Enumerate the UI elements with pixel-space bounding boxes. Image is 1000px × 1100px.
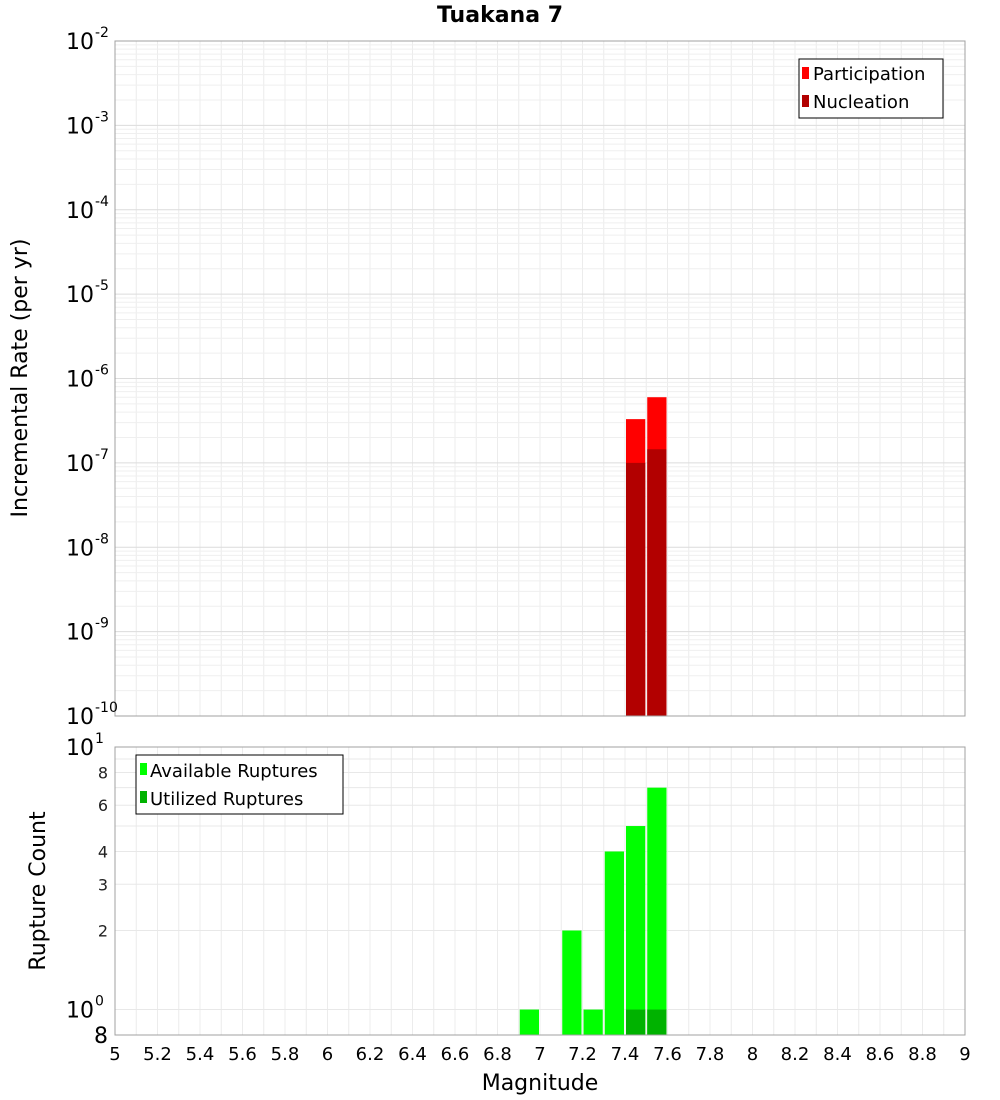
magnitude-tick-label: 7.8 <box>696 1044 725 1065</box>
magnitude-tick-label: 8.8 <box>908 1044 937 1065</box>
available-ruptures-bar <box>626 826 646 1035</box>
magnitude-tick-label: 8.4 <box>823 1044 852 1065</box>
available-ruptures-bar <box>604 851 624 1035</box>
magnitude-tick-label: 6.2 <box>356 1044 385 1065</box>
available-legend-swatch <box>140 763 147 775</box>
magnitude-tick-label: 9 <box>959 1044 970 1065</box>
magnitude-tick-label: 7.4 <box>611 1044 640 1065</box>
rate-legend-box <box>798 58 944 119</box>
available-ruptures-bar <box>583 1009 603 1035</box>
rate-y-tick-label: 10 <box>66 199 94 224</box>
count-y-tick-exponent: 1 <box>95 731 104 747</box>
magnitude-tick-label: 5.6 <box>228 1044 257 1065</box>
utilized-ruptures-bar <box>647 1009 667 1035</box>
rate-y-tick-exponent: -3 <box>95 109 109 125</box>
rate-legend: Participation Nucleation <box>798 58 944 119</box>
chart-title: Tuakana 7 <box>437 3 563 28</box>
count-y-minor-tick-label: 2 <box>98 922 108 941</box>
count-y-bottom-tick-label: 8 <box>94 1024 108 1049</box>
count-legend: Available Ruptures Utilized Ruptures <box>135 754 344 815</box>
available-ruptures-bar <box>647 787 667 1035</box>
nucleation-legend-swatch <box>802 95 809 107</box>
count-y-tick-exponent: 0 <box>95 994 104 1010</box>
magnitude-tick-label: 6 <box>322 1044 333 1065</box>
magnitude-tick-label: 5 <box>109 1044 120 1065</box>
magnitude-tick-label: 7.2 <box>568 1044 597 1065</box>
rate-y-tick-exponent: -4 <box>95 194 109 210</box>
count-plot-bars <box>519 787 667 1035</box>
rate-y-tick-label: 10 <box>66 30 94 55</box>
magnitude-tick-label: 6.4 <box>398 1044 427 1065</box>
magnitude-tick-label: 5.2 <box>143 1044 172 1065</box>
utilized-ruptures-bar <box>626 1009 646 1035</box>
rate-y-tick-exponent: -2 <box>95 25 109 41</box>
magnitude-tick-label: 7 <box>534 1044 545 1065</box>
rate-y-tick-label: 10 <box>66 283 94 308</box>
rate-y-tick-exponent: -5 <box>95 278 109 294</box>
rate-y-axis-label: Incremental Rate (per yr) <box>8 239 33 518</box>
count-y-minor-tick-label: 3 <box>98 875 108 894</box>
magnitude-tick-label: 5.4 <box>186 1044 215 1065</box>
rate-y-tick-exponent: -10 <box>95 700 118 716</box>
available-ruptures-bar <box>519 1009 539 1035</box>
count-legend-box <box>135 754 344 815</box>
magnitude-tick-label: 6.6 <box>441 1044 470 1065</box>
count-y-minor-tick-label: 6 <box>98 796 108 815</box>
rate-y-tick-label: 10 <box>66 452 94 477</box>
rate-plot-bars <box>626 397 667 716</box>
available-ruptures-bar <box>562 930 582 1035</box>
count-y-tick-label: 10 <box>66 999 94 1024</box>
rate-y-tick-exponent: -7 <box>95 447 109 463</box>
utilized-legend-label: Utilized Ruptures <box>150 789 303 810</box>
count-y-minor-tick-label: 8 <box>98 763 108 782</box>
count-y-axis-label: Rupture Count <box>26 811 51 971</box>
rate-y-tick-label: 10 <box>66 368 94 393</box>
count-y-minor-tick-label: 4 <box>98 842 108 861</box>
magnitude-tick-label: 6.8 <box>483 1044 512 1065</box>
rate-y-tick-label: 10 <box>66 621 94 646</box>
nucleation-legend-label: Nucleation <box>813 92 909 113</box>
rate-y-tick-label: 10 <box>66 705 94 730</box>
magnitude-tick-label: 8 <box>747 1044 758 1065</box>
magnitude-tick-label: 8.6 <box>866 1044 895 1065</box>
magnitude-tick-label: 7.6 <box>653 1044 682 1065</box>
magnitude-tick-label: 5.8 <box>271 1044 300 1065</box>
rate-plot-frame <box>114 40 966 717</box>
magnitude-tick-label: 8.2 <box>781 1044 810 1065</box>
count-plot-frame <box>114 746 966 1036</box>
rate-y-tick-label: 10 <box>66 536 94 561</box>
rate-y-tick-exponent: -6 <box>95 363 109 379</box>
count-y-tick-label: 10 <box>66 736 94 761</box>
rate-plot-grid <box>114 41 966 717</box>
nucleation-bar <box>647 449 667 716</box>
participation-legend-swatch <box>802 67 809 79</box>
utilized-legend-swatch <box>140 791 147 803</box>
rate-y-tick-exponent: -8 <box>95 531 109 547</box>
nucleation-bar <box>626 462 646 716</box>
available-legend-label: Available Ruptures <box>150 761 318 782</box>
rate-y-tick-exponent: -9 <box>95 616 109 632</box>
x-axis-label: Magnitude <box>482 1071 599 1096</box>
participation-legend-label: Participation <box>813 64 925 85</box>
rate-y-tick-label: 10 <box>66 114 94 139</box>
magnitude-x-ticks: 5 5.2 5.4 5.6 5.8 6 6.2 6.4 6.6 6.8 7 7.2 7.4 7.6 7.8 8… <box>109 1044 970 1065</box>
